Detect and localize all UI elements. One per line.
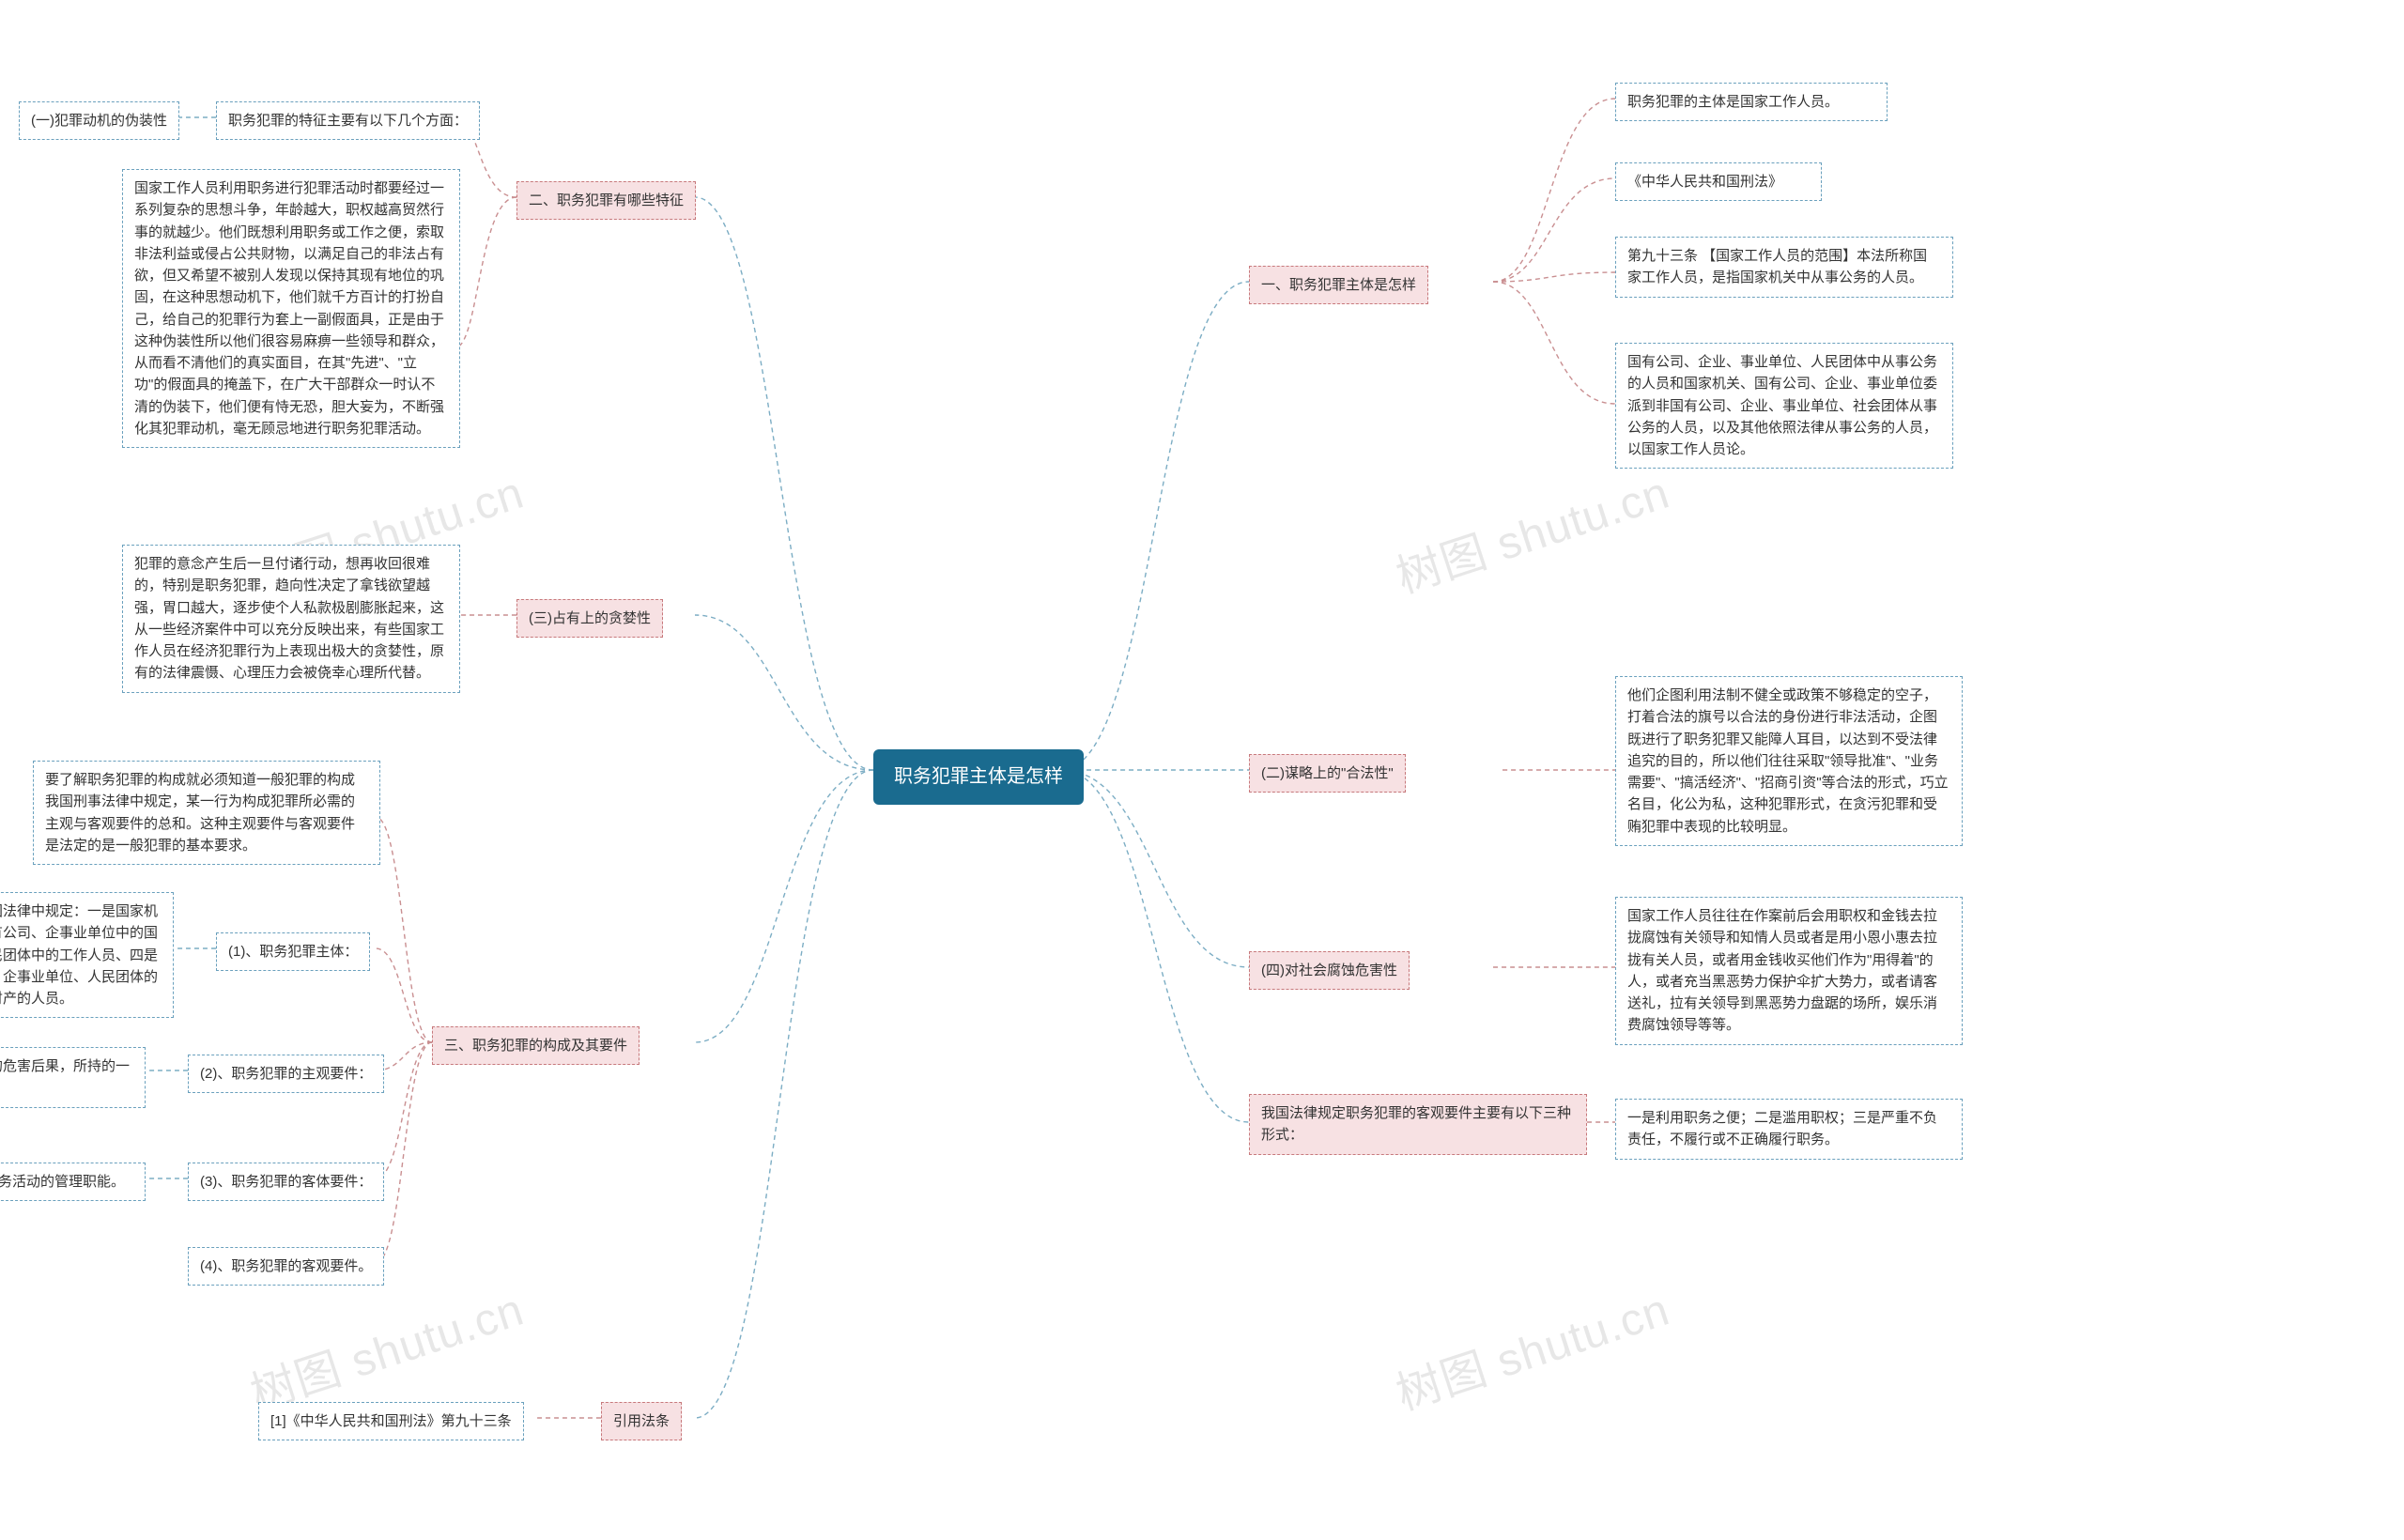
root-node[interactable]: 职务犯罪主体是怎样 xyxy=(873,749,1084,805)
branch-l2[interactable]: (三)占有上的贪婪性 xyxy=(516,599,663,638)
leaf-r1-0: 职务犯罪的主体是国家工作人员。 xyxy=(1615,83,1888,121)
l1-sub: 职务犯罪的特征主要有以下几个方面： xyxy=(216,101,480,140)
branch-l4[interactable]: 引用法条 xyxy=(601,1402,682,1440)
l1-big: 国家工作人员利用职务进行犯罪活动时都要经过一系列复杂的思想斗争，年龄越大，职权越… xyxy=(122,169,460,448)
l3-item-0: (1)、职务犯罪主体： xyxy=(216,932,370,971)
branch-r3[interactable]: (四)对社会腐蚀危害性 xyxy=(1249,951,1410,990)
watermark: 树图 shutu.cn xyxy=(1387,1272,1677,1423)
branch-l3[interactable]: 三、职务犯罪的构成及其要件 xyxy=(432,1026,640,1065)
leaf-r1-1: 《中华人民共和国刑法》 xyxy=(1615,162,1822,201)
leaf-r3: 国家工作人员往往在作案前后会用职权和金钱去拉拢腐蚀有关领导和知情人员或者是用小恩… xyxy=(1615,897,1963,1045)
l1-leaf: (一)犯罪动机的伪装性 xyxy=(19,101,179,140)
l4-leaf: [1]《中华人民共和国刑法》第九十三条 xyxy=(258,1402,524,1440)
l3-leaf-1: 是指行为人对其行为的危害后果，所持的一种心理与心理状态。 xyxy=(0,1047,146,1108)
branch-r1[interactable]: 一、职务犯罪主体是怎样 xyxy=(1249,266,1428,304)
watermark: 树图 shutu.cn xyxy=(241,1272,532,1423)
branch-r2[interactable]: (二)谋略上的"合法性" xyxy=(1249,754,1406,793)
leaf-r2: 他们企图利用法制不健全或政策不够稳定的空子，打着合法的旗号以合法的身份进行非法活… xyxy=(1615,676,1963,846)
branch-r4[interactable]: 我国法律规定职务犯罪的客观要件主要有以下三种形式： xyxy=(1249,1094,1587,1155)
l3-leaf-2: 侵害的是国家对职务活动的管理职能。 xyxy=(0,1163,146,1201)
leaf-r4: 一是利用职务之便；二是滥用职权；三是严重不负责任，不履行或不正确履行职务。 xyxy=(1615,1099,1963,1160)
l3-item-3: (4)、职务犯罪的客观要件。 xyxy=(188,1247,384,1286)
l2-leaf: 犯罪的意念产生后一旦付诸行动，想再收回很难的，特别是职务犯罪，趋向性决定了拿钱欲… xyxy=(122,545,460,693)
watermark: 树图 shutu.cn xyxy=(1387,455,1677,606)
leaf-r1-3: 国有公司、企业、事业单位、人民团体中从事公务的人员和国家机关、国有公司、企业、事… xyxy=(1615,343,1953,469)
l3-item-2: (3)、职务犯罪的客体要件： xyxy=(188,1163,384,1201)
branch-l1[interactable]: 二、职务犯罪有哪些特征 xyxy=(516,181,696,220)
l3-leaf-0: 职务犯罪的主体在我国法律中规定：一是国家机关工作人员、二是国有公司、企事业单位中… xyxy=(0,892,174,1018)
l3-item-1: (2)、职务犯罪的主观要件： xyxy=(188,1055,384,1093)
l3-intro: 要了解职务犯罪的构成就必须知道一般犯罪的构成我国刑事法律中规定，某一行为构成犯罪… xyxy=(33,761,380,865)
leaf-r1-2: 第九十三条 【国家工作人员的范围】本法所称国家工作人员，是指国家机关中从事公务的… xyxy=(1615,237,1953,298)
